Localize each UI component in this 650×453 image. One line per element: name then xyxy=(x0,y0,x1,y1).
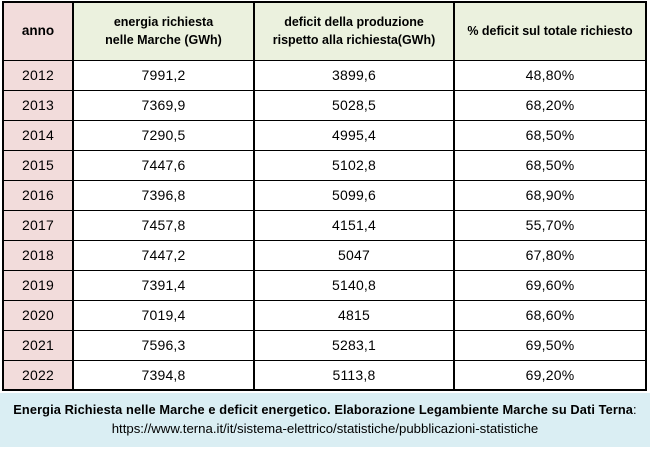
cell-deficit: 4995,4 xyxy=(253,119,455,151)
cell-percent-deficit: 68,20% xyxy=(453,89,647,121)
cell-deficit: 5102,8 xyxy=(253,149,455,181)
source-caption: Energia Richiesta nelle Marche e deficit… xyxy=(0,402,650,417)
cell-energia-richiesta: 7596,3 xyxy=(72,329,255,361)
cell-percent-deficit: 68,90% xyxy=(453,179,647,211)
cell-energia-richiesta: 7369,9 xyxy=(72,89,255,121)
cell-percent-deficit: 69,20% xyxy=(453,359,647,391)
cell-deficit: 4815 xyxy=(253,299,455,331)
cell-percent-deficit: 69,50% xyxy=(453,329,647,361)
cell-percent-deficit: 69,60% xyxy=(453,269,647,301)
source-caption-text: Energia Richiesta nelle Marche e deficit… xyxy=(13,402,634,417)
table-body: 2012 7991,2 3899,6 48,80% 2013 7369,9 50… xyxy=(2,59,647,391)
cell-percent-deficit: 68,50% xyxy=(453,149,647,181)
cell-energia-richiesta: 7290,5 xyxy=(72,119,255,151)
table-row: 2019 7391,4 5140,8 69,60% xyxy=(2,269,647,301)
cell-percent-deficit: 67,80% xyxy=(453,239,647,271)
cell-energia-richiesta: 7391,4 xyxy=(72,269,255,301)
table-row: 2022 7394,8 5113,8 69,20% xyxy=(2,359,647,391)
cell-anno: 2017 xyxy=(2,209,74,241)
energy-deficit-table: anno energia richiesta nelle Marche (GWh… xyxy=(2,1,647,391)
cell-deficit: 5140,8 xyxy=(253,269,455,301)
table-row: 2013 7369,9 5028,5 68,20% xyxy=(2,89,647,121)
table-row: 2021 7596,3 5283,1 69,50% xyxy=(2,329,647,361)
source-url: https://www.terna.it/it/sistema-elettric… xyxy=(111,421,539,436)
cell-anno: 2021 xyxy=(2,329,74,361)
col-header-anno: anno xyxy=(2,1,74,61)
cell-deficit: 5113,8 xyxy=(253,359,455,391)
cell-energia-richiesta: 7396,8 xyxy=(72,179,255,211)
col-header-percent-deficit: % deficit sul totale richiesto xyxy=(453,1,647,61)
cell-anno: 2013 xyxy=(2,89,74,121)
table-row: 2020 7019,4 4815 68,60% xyxy=(2,299,647,331)
cell-anno: 2016 xyxy=(2,179,74,211)
cell-anno: 2012 xyxy=(2,59,74,91)
cell-anno: 2015 xyxy=(2,149,74,181)
cell-percent-deficit: 68,60% xyxy=(453,299,647,331)
table-row: 2018 7447,2 5047 67,80% xyxy=(2,239,647,271)
cell-percent-deficit: 68,50% xyxy=(453,119,647,151)
cell-energia-richiesta: 7394,8 xyxy=(72,359,255,391)
cell-energia-richiesta: 7457,8 xyxy=(72,209,255,241)
cell-anno: 2022 xyxy=(2,359,74,391)
col-header-deficit-produzione: deficit della produzione rispetto alla r… xyxy=(253,1,455,61)
cell-anno: 2018 xyxy=(2,239,74,271)
cell-energia-richiesta: 7447,6 xyxy=(72,149,255,181)
cell-percent-deficit: 55,70% xyxy=(453,209,647,241)
cell-deficit: 5283,1 xyxy=(253,329,455,361)
col-header-energia-richiesta: energia richiesta nelle Marche (GWh) xyxy=(72,1,255,61)
source-caption-band: Energia Richiesta nelle Marche e deficit… xyxy=(0,393,650,447)
cell-energia-richiesta: 7019,4 xyxy=(72,299,255,331)
cell-deficit: 4151,4 xyxy=(253,209,455,241)
header-row: anno energia richiesta nelle Marche (GWh… xyxy=(2,1,647,61)
cell-energia-richiesta: 7447,2 xyxy=(72,239,255,271)
cell-anno: 2020 xyxy=(2,299,74,331)
table-row: 2014 7290,5 4995,4 68,50% xyxy=(2,119,647,151)
table-row: 2016 7396,8 5099,6 68,90% xyxy=(2,179,647,211)
cell-deficit: 3899,6 xyxy=(253,59,455,91)
source-caption-colon: : xyxy=(633,402,637,417)
table-row: 2017 7457,8 4151,4 55,70% xyxy=(2,209,647,241)
cell-percent-deficit: 48,80% xyxy=(453,59,647,91)
cell-deficit: 5028,5 xyxy=(253,89,455,121)
cell-anno: 2019 xyxy=(2,269,74,301)
cell-deficit: 5047 xyxy=(253,239,455,271)
cell-energia-richiesta: 7991,2 xyxy=(72,59,255,91)
table-row: 2012 7991,2 3899,6 48,80% xyxy=(2,59,647,91)
table-row: 2015 7447,6 5102,8 68,50% xyxy=(2,149,647,181)
cell-deficit: 5099,6 xyxy=(253,179,455,211)
cell-anno: 2014 xyxy=(2,119,74,151)
